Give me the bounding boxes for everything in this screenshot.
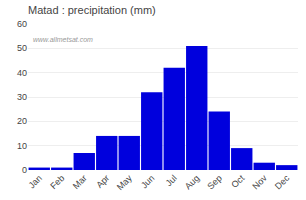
svg-text:www.allmetsat.com: www.allmetsat.com xyxy=(33,36,93,43)
svg-text:40: 40 xyxy=(17,68,27,78)
svg-text:50: 50 xyxy=(17,43,27,53)
svg-text:Mar: Mar xyxy=(71,173,89,191)
svg-text:Jul: Jul xyxy=(164,173,179,188)
svg-text:10: 10 xyxy=(17,141,27,151)
svg-text:May: May xyxy=(115,173,134,192)
svg-text:Dec: Dec xyxy=(273,173,292,192)
svg-text:Apr: Apr xyxy=(94,173,111,190)
svg-text:Aug: Aug xyxy=(183,173,201,191)
svg-text:0: 0 xyxy=(22,165,27,175)
svg-text:30: 30 xyxy=(17,92,27,102)
svg-text:Feb: Feb xyxy=(48,173,66,191)
svg-text:Jan: Jan xyxy=(27,173,44,190)
svg-text:Matad : precipitation (mm): Matad : precipitation (mm) xyxy=(28,4,156,16)
svg-text:20: 20 xyxy=(17,116,27,126)
svg-text:60: 60 xyxy=(17,19,27,29)
svg-text:Sep: Sep xyxy=(205,173,223,191)
svg-text:Jun: Jun xyxy=(139,173,156,190)
svg-text:Oct: Oct xyxy=(229,173,246,190)
svg-text:Nov: Nov xyxy=(250,173,269,192)
